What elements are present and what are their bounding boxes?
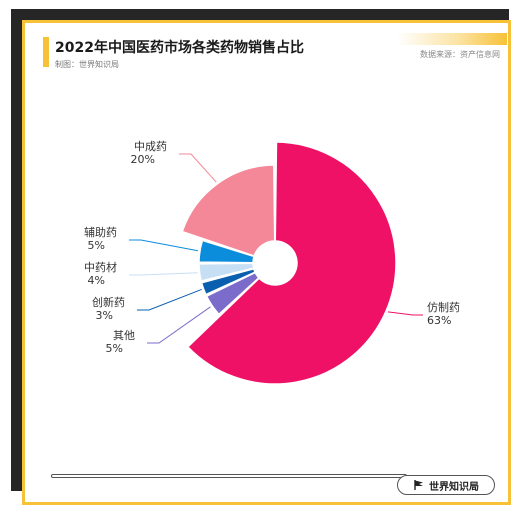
chart-card: 2022年中国医药市场各类药物销售占比 制图：世界知识局 数据来源：资产信息网 …: [22, 20, 511, 505]
slice-value-label: 3%: [96, 309, 113, 322]
slice-value-label: 4%: [88, 274, 105, 287]
slice-value-label: 20%: [131, 153, 155, 166]
chart-title: 2022年中国医药市场各类药物销售占比: [55, 40, 304, 56]
slice-name-label: 其他: [113, 329, 135, 342]
pie-slice-仿制药: [187, 141, 397, 385]
chart-credit: 制图：世界知识局: [55, 60, 119, 69]
slice-name-label: 中药材: [84, 260, 117, 274]
slice-value-label: 5%: [88, 239, 105, 252]
footer-brand-badge: 世界知识局: [397, 475, 495, 495]
title-accent-bar: [43, 37, 49, 67]
footer-brand-text: 世界知识局: [429, 481, 479, 493]
leader-line-其他: [147, 306, 211, 344]
decorative-gradient-strip: [397, 33, 507, 45]
slice-name-label: 仿制药: [427, 301, 460, 314]
slice-name-label: 创新药: [92, 295, 125, 309]
brand-flag-icon: [414, 480, 423, 490]
leader-line-创新药: [137, 288, 202, 311]
leader-line-中成药: [179, 153, 217, 183]
slice-name-label: 辅助药: [84, 225, 117, 239]
footer-line: [51, 474, 407, 478]
leader-line-中药材: [129, 272, 198, 276]
leader-line-辅助药: [129, 239, 199, 252]
slice-value-label: 5%: [106, 342, 123, 355]
data-source: 数据来源：资产信息网: [420, 50, 500, 59]
slice-value-label: 63%: [427, 314, 451, 327]
leader-line-仿制药: [387, 311, 423, 316]
pie-slice-中成药: [181, 164, 276, 257]
slice-name-label: 中成药: [134, 140, 167, 153]
